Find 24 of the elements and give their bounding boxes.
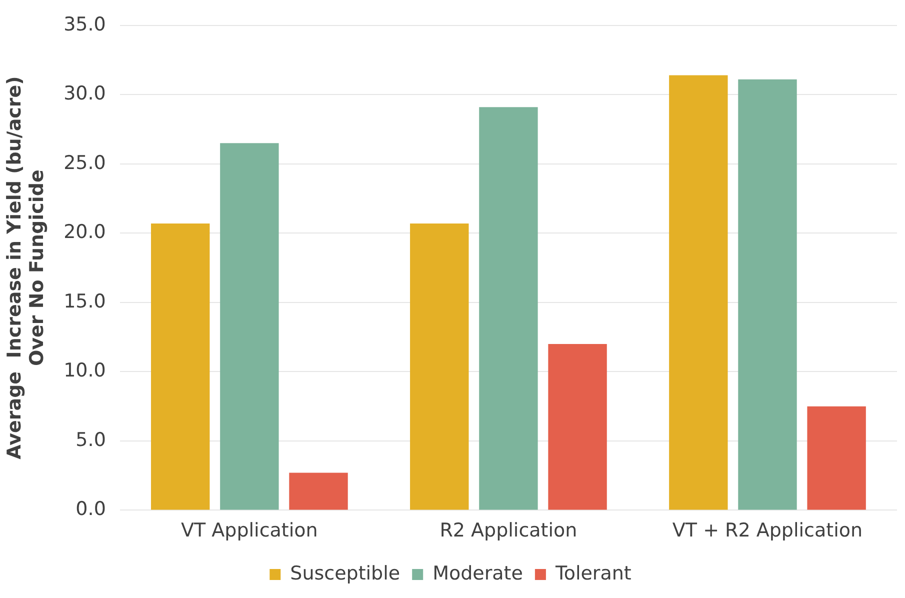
y-tick-label: 20.0 <box>64 221 106 244</box>
x-tick-label: VT Application <box>181 520 318 542</box>
y-tick-label: 15.0 <box>64 290 106 312</box>
y-tick-label: 35.0 <box>64 13 106 36</box>
y-tick-label: 30.0 <box>64 82 106 105</box>
bar <box>289 472 348 510</box>
bar <box>669 75 728 510</box>
y-tick-label: 0.0 <box>76 498 106 520</box>
y-axis-title: Average Increase in Yield (bu/acre) Over No Fungicide <box>3 76 48 460</box>
bar <box>548 344 607 510</box>
legend-label: Susceptible <box>290 562 400 584</box>
bar <box>479 107 538 510</box>
x-tick-label: R2 Application <box>440 520 578 542</box>
bar <box>220 143 279 510</box>
y-tick-label: 5.0 <box>76 428 106 451</box>
bar <box>410 223 469 510</box>
bar <box>807 406 866 510</box>
y-tick-label: 10.0 <box>64 360 106 382</box>
y-tick-label: 25.0 <box>64 152 106 174</box>
bar <box>738 79 797 510</box>
legend-label: Moderate <box>432 562 523 584</box>
bar <box>150 223 210 510</box>
legend-label: Tolerant <box>554 562 632 584</box>
x-tick-label: VT + R2 Application <box>672 520 863 542</box>
